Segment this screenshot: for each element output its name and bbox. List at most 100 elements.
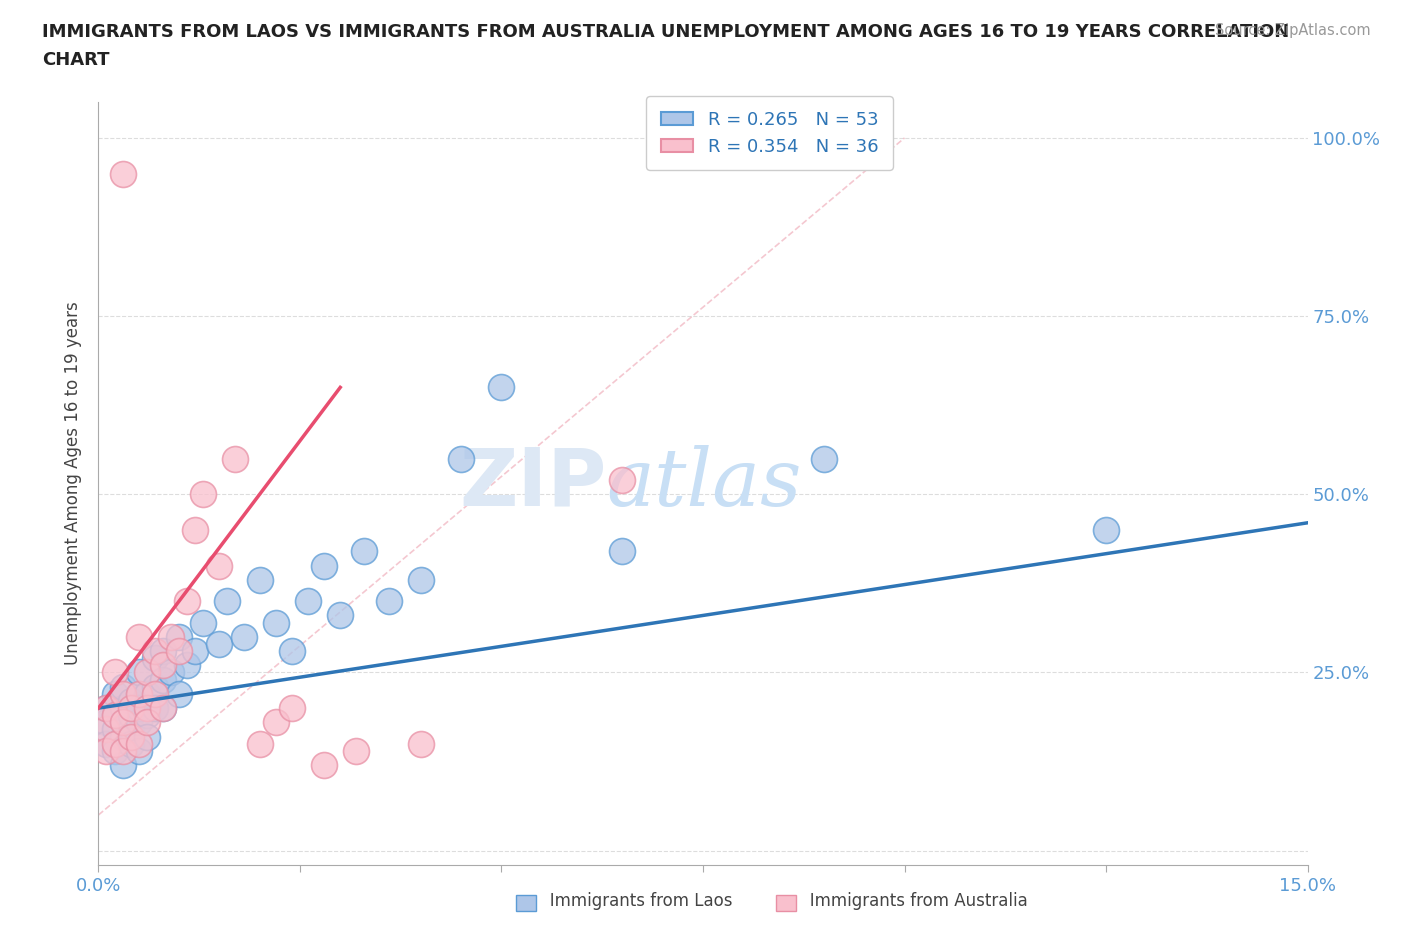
Point xyxy=(120,729,142,744)
Point xyxy=(193,486,215,501)
Point xyxy=(249,737,271,751)
Point xyxy=(143,679,166,694)
Text: ZIP: ZIP xyxy=(458,445,606,523)
Point xyxy=(103,743,125,758)
Point xyxy=(103,686,125,701)
Point xyxy=(96,715,118,730)
Point xyxy=(193,615,215,630)
Point xyxy=(143,700,166,715)
Point xyxy=(152,658,174,672)
Point xyxy=(111,686,134,701)
Point xyxy=(184,523,207,538)
Point xyxy=(120,694,142,709)
Point xyxy=(128,665,150,680)
Point xyxy=(152,700,174,715)
Y-axis label: Unemployment Among Ages 16 to 19 years: Unemployment Among Ages 16 to 19 years xyxy=(65,301,83,666)
Point xyxy=(143,651,166,666)
Text: Immigrants from Australia: Immigrants from Australia xyxy=(794,892,1028,910)
Point xyxy=(377,593,399,608)
Point xyxy=(167,686,190,701)
Bar xyxy=(776,895,796,911)
Point xyxy=(612,544,634,559)
Point xyxy=(217,593,239,608)
Point xyxy=(264,715,287,730)
Point xyxy=(160,630,183,644)
Legend: R = 0.265   N = 53, R = 0.354   N = 36: R = 0.265 N = 53, R = 0.354 N = 36 xyxy=(647,96,893,170)
Point xyxy=(103,722,125,737)
Point xyxy=(176,593,198,608)
Point xyxy=(152,672,174,687)
Point xyxy=(450,451,472,466)
Point xyxy=(281,700,304,715)
Text: IMMIGRANTS FROM LAOS VS IMMIGRANTS FROM AUSTRALIA UNEMPLOYMENT AMONG AGES 16 TO : IMMIGRANTS FROM LAOS VS IMMIGRANTS FROM … xyxy=(42,23,1289,41)
Point xyxy=(329,608,352,623)
Point xyxy=(96,700,118,715)
Point xyxy=(103,708,125,723)
Point xyxy=(353,544,375,559)
Point xyxy=(96,700,118,715)
Point xyxy=(612,472,634,487)
Point xyxy=(297,593,319,608)
Point xyxy=(184,644,207,658)
Point xyxy=(314,558,336,573)
Point xyxy=(167,630,190,644)
Point xyxy=(208,636,231,651)
Bar xyxy=(516,895,536,911)
Text: Immigrants from Laos: Immigrants from Laos xyxy=(534,892,733,910)
Point xyxy=(143,686,166,701)
Point xyxy=(135,665,157,680)
Point xyxy=(1095,523,1118,538)
Point xyxy=(409,572,432,587)
Point xyxy=(344,743,367,758)
Point xyxy=(491,380,513,395)
Text: atlas: atlas xyxy=(606,445,801,523)
Point xyxy=(128,715,150,730)
Point xyxy=(128,630,150,644)
Point xyxy=(96,737,118,751)
Point xyxy=(249,572,271,587)
Point xyxy=(96,743,118,758)
Point xyxy=(152,700,174,715)
Point xyxy=(409,737,432,751)
Point xyxy=(128,686,150,701)
Point xyxy=(111,715,134,730)
Point xyxy=(314,758,336,773)
Point xyxy=(111,729,134,744)
Point xyxy=(264,615,287,630)
Point xyxy=(120,737,142,751)
Text: Source: ZipAtlas.com: Source: ZipAtlas.com xyxy=(1215,23,1371,38)
Text: CHART: CHART xyxy=(42,51,110,69)
Point xyxy=(135,715,157,730)
Point xyxy=(120,700,142,715)
Point xyxy=(167,644,190,658)
Point xyxy=(224,451,246,466)
Point xyxy=(135,708,157,723)
Point xyxy=(111,758,134,773)
Point xyxy=(103,737,125,751)
Point xyxy=(128,737,150,751)
Point xyxy=(143,644,166,658)
Point xyxy=(813,451,835,466)
Point xyxy=(128,700,150,715)
Point xyxy=(128,686,150,701)
Point xyxy=(120,708,142,723)
Point xyxy=(152,644,174,658)
Point xyxy=(135,700,157,715)
Point xyxy=(135,686,157,701)
Point xyxy=(232,630,254,644)
Point xyxy=(111,715,134,730)
Point xyxy=(281,644,304,658)
Point xyxy=(111,166,134,181)
Point xyxy=(208,558,231,573)
Point xyxy=(96,722,118,737)
Point xyxy=(128,743,150,758)
Point xyxy=(160,665,183,680)
Point xyxy=(111,743,134,758)
Point xyxy=(111,700,134,715)
Point xyxy=(135,729,157,744)
Point xyxy=(103,708,125,723)
Point xyxy=(176,658,198,672)
Point xyxy=(111,679,134,694)
Point xyxy=(103,665,125,680)
Point xyxy=(120,722,142,737)
